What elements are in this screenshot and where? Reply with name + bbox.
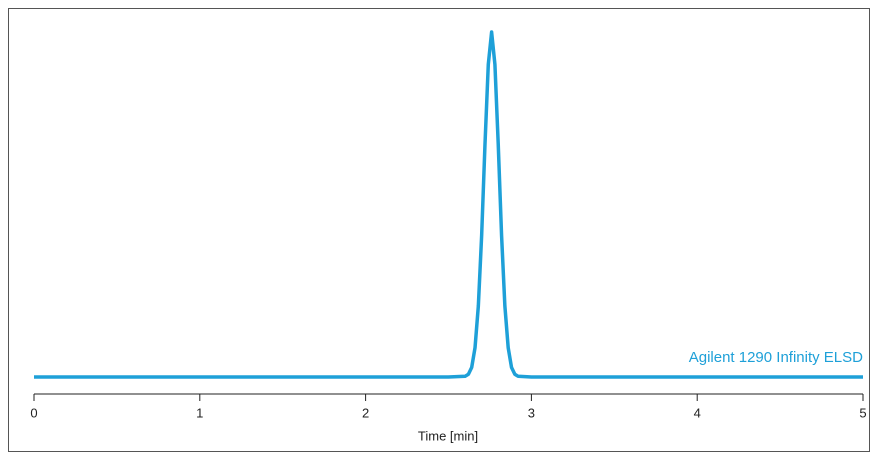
frame <box>8 8 870 452</box>
x-tick-label: 1 <box>196 405 203 420</box>
x-tick-label: 5 <box>859 405 866 420</box>
legend-label: Agilent 1290 Infinity ELSD <box>689 349 863 366</box>
x-tick-label: 0 <box>30 405 37 420</box>
x-tick-label: 3 <box>528 405 535 420</box>
x-axis-title: Time [min] <box>418 428 478 443</box>
series-line <box>34 30 863 379</box>
x-tick-label: 4 <box>694 405 701 420</box>
x-tick-label: 2 <box>362 405 369 420</box>
